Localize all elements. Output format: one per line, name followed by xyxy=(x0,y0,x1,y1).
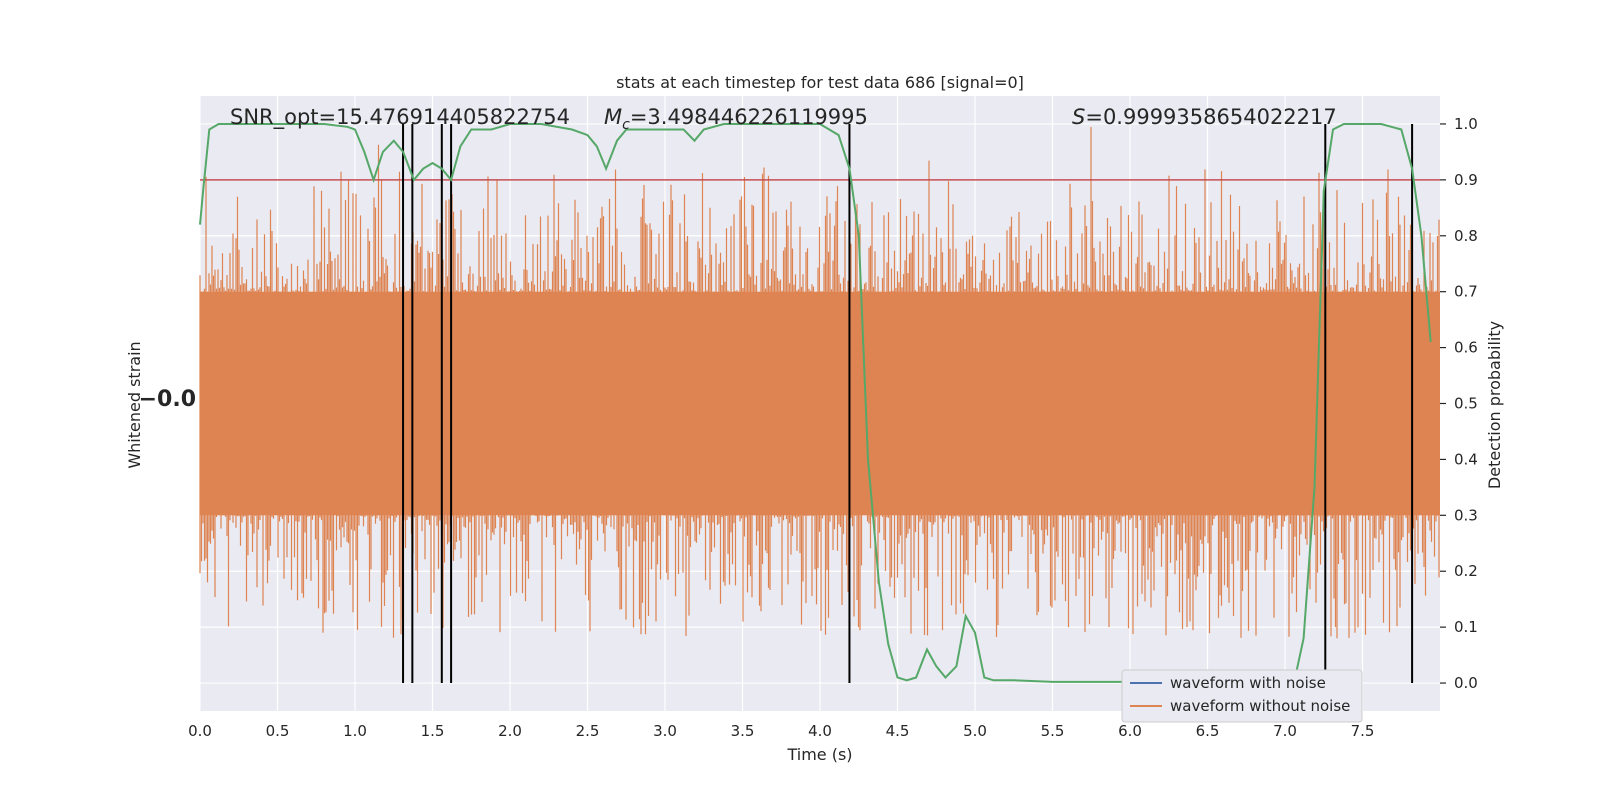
legend-box xyxy=(1121,669,1363,723)
s-annotation: S=0.9999358654022217 xyxy=(1072,105,1337,129)
y-tick-label: 0.7 xyxy=(1454,283,1478,301)
x-tick-label: 7.5 xyxy=(1351,722,1375,740)
mc-symbol: M xyxy=(604,105,622,129)
waveform-spikes xyxy=(199,127,1440,639)
legend-label-with-noise: waveform with noise xyxy=(1170,674,1326,692)
s-value: =0.9999358654022217 xyxy=(1085,105,1336,129)
mc-subscript: c xyxy=(622,117,630,133)
y-axis-label-left: Whitened strain xyxy=(125,341,144,468)
y-tick-label: 0.3 xyxy=(1454,506,1478,524)
x-tick-label: 4.0 xyxy=(808,722,832,740)
x-tick-label: 6.5 xyxy=(1196,722,1220,740)
legend: waveform with noise waveform without noi… xyxy=(1121,669,1363,723)
y-tick-label: 0.2 xyxy=(1454,562,1478,580)
mc-value: =3.498446226119995 xyxy=(630,105,868,129)
legend-label-without-noise: waveform without noise xyxy=(1170,697,1350,715)
x-tick-label: 5.5 xyxy=(1041,722,1065,740)
y-left-tick-label: −0.0 xyxy=(139,387,196,412)
waveform-without-noise-series xyxy=(199,127,1440,639)
y-tick-label: 1.0 xyxy=(1454,115,1478,133)
chart-title: stats at each timestep for test data 686… xyxy=(616,73,1024,92)
x-tick-label: 6.0 xyxy=(1118,722,1142,740)
x-tick-label: 2.0 xyxy=(498,722,522,740)
x-tick-label: 4.5 xyxy=(886,722,910,740)
x-tick-label: 0.0 xyxy=(188,722,212,740)
chirp-mass-annotation: Mc=3.498446226119995 xyxy=(604,105,868,133)
y-tick-label: 0.6 xyxy=(1454,339,1478,357)
x-axis-ticks: 0.0 0.5 1.0 1.5 2.0 2.5 3.0 3.5 4.0 4.5 5.0 5.5 6.0 6… xyxy=(188,722,1374,740)
x-tick-label: 2.5 xyxy=(576,722,600,740)
x-tick-label: 1.0 xyxy=(343,722,367,740)
y-tick-label: 0.8 xyxy=(1454,227,1478,245)
x-tick-label: 3.5 xyxy=(731,722,755,740)
x-tick-label: 0.5 xyxy=(266,722,290,740)
y-tick-label: 0.9 xyxy=(1454,171,1478,189)
x-tick-label: 1.5 xyxy=(421,722,445,740)
x-tick-label: 5.0 xyxy=(963,722,987,740)
snr-annotation: SNR_opt=15.476914405822754 xyxy=(230,105,570,130)
x-tick-label: 3.0 xyxy=(653,722,677,740)
y-tick-label: 0.5 xyxy=(1454,395,1478,413)
y-right-axis-ticks: 0.0 0.1 0.2 0.3 0.4 0.5 0.6 0.7 0.8 0.9 1.0 xyxy=(1440,115,1478,692)
x-tick-label: 7.0 xyxy=(1273,722,1297,740)
s-symbol: S xyxy=(1072,105,1085,129)
vertical-markers xyxy=(402,123,1414,684)
y-tick-label: 0.0 xyxy=(1454,674,1478,692)
y-tick-label: 0.4 xyxy=(1454,450,1478,468)
y-tick-label: 0.1 xyxy=(1454,618,1478,636)
y-axis-label-right: Detection probability xyxy=(1485,321,1504,489)
x-axis-label: Time (s) xyxy=(786,745,852,764)
